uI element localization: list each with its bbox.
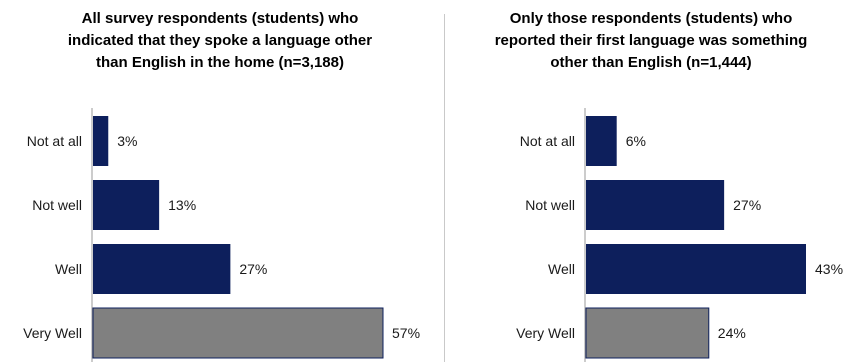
data-label: 24%: [718, 325, 746, 341]
panel-divider: [444, 14, 445, 362]
category-label: Not at all: [27, 133, 82, 149]
data-label: 57%: [392, 325, 420, 341]
data-label: 27%: [239, 261, 267, 277]
chart-title-line: Only those respondents (students) who: [509, 10, 793, 27]
bar: [93, 244, 231, 294]
bar: [93, 180, 160, 230]
data-label: 27%: [733, 197, 761, 213]
category-label: Not at all: [520, 133, 575, 149]
data-label: 3%: [117, 133, 137, 149]
data-label: 43%: [815, 261, 843, 277]
data-label: 6%: [626, 133, 646, 149]
chart-title-line: indicated that they spoke a language oth…: [67, 32, 373, 49]
category-label: Well: [55, 261, 82, 277]
bar: [585, 307, 710, 359]
chart-title: Only those respondents (students) who re…: [448, 8, 854, 74]
category-label: Not well: [32, 197, 82, 213]
category-label: Not well: [525, 197, 575, 213]
bar: [92, 307, 384, 359]
chart-title-line: All survey respondents (students) who: [81, 10, 359, 27]
bar: [586, 180, 725, 230]
bar: [93, 116, 109, 166]
bar-chart-plot: Not at all 6% Not well 27% Well 43% Very Well 2…: [516, 108, 843, 362]
category-label: Well: [548, 261, 575, 277]
data-label: 13%: [168, 197, 196, 213]
chart-title-line: other than English (n=1,444): [550, 54, 752, 71]
category-label: Very Well: [516, 325, 575, 341]
bar: [586, 116, 617, 166]
chart-left: All survey respondents (students) who in…: [0, 8, 440, 362]
chart-title-line: than English in the home (n=3,188): [96, 54, 344, 71]
chart-right: Only those respondents (students) who re…: [448, 0, 854, 362]
chart-title-line: reported their first language was someth…: [494, 32, 808, 49]
bar: [586, 244, 806, 294]
category-label: Very Well: [23, 325, 82, 341]
chart-title: All survey respondents (students) who in…: [0, 8, 440, 74]
bar-chart-plot: Not at all 3% Not well 13% Well 27% Very Well 5…: [23, 108, 420, 362]
